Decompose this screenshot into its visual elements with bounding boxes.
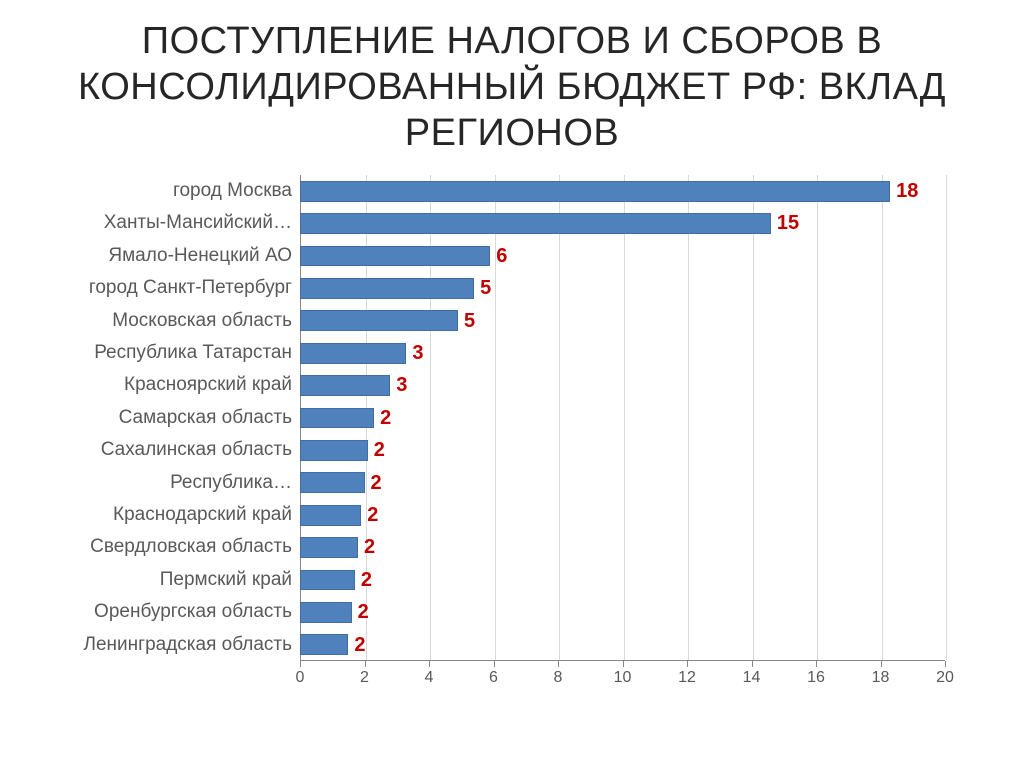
x-tick-label: 12 [678,669,696,687]
bar-row: Республика Татарстан 3 [0,337,1024,369]
category-label: Сахалинская область [2,434,292,466]
bar [300,408,374,429]
value-label: 5 [480,272,491,304]
x-tick-label: 6 [489,669,498,687]
bar-row: Московская область 5 [0,305,1024,337]
bar [300,375,390,396]
bar-row: Краснодарский край 2 [0,499,1024,531]
x-tick-mark [300,661,301,667]
category-label: Красноярский край [2,369,292,401]
bar [300,570,355,591]
bar-row: Сахалинская область 2 [0,434,1024,466]
x-tick-mark [687,661,688,667]
x-tick-label: 10 [614,669,632,687]
value-label: 3 [396,369,407,401]
value-label: 2 [371,467,382,499]
x-tick-label: 18 [872,669,890,687]
category-label: Оренбургская область [2,596,292,628]
category-label: Пермский край [2,564,292,596]
bar [300,181,890,202]
chart-title: ПОСТУПЛЕНИЕ НАЛОГОВ И СБОРОВ В КОНСОЛИДИ… [0,0,1024,162]
bar-chart: 02468101214161820 город Москва18Ханты-Ма… [0,165,1024,745]
bar-row: Красноярский край 3 [0,369,1024,401]
bar-row: Ленинградская область 2 [0,629,1024,661]
value-label: 18 [896,175,918,207]
bar [300,310,458,331]
bar-row: Оренбургская область 2 [0,596,1024,628]
category-label: Краснодарский край [2,499,292,531]
category-label: Ямало-Ненецкий АО [2,240,292,272]
bar [300,246,490,267]
bar-row: Республика… 2 [0,467,1024,499]
category-label: город Москва [2,175,292,207]
value-label: 2 [374,434,385,466]
category-label: Ханты-Мансийский… [2,207,292,239]
category-label: Республика… [2,467,292,499]
x-tick-mark [429,661,430,667]
x-tick-label: 14 [743,669,761,687]
category-label: Свердловская область [2,531,292,563]
value-label: 3 [412,337,423,369]
x-tick-mark [365,661,366,667]
bar [300,213,771,234]
category-label: Республика Татарстан [2,337,292,369]
x-tick-label: 0 [296,669,305,687]
value-label: 2 [358,596,369,628]
bar-row: Самарская область 2 [0,402,1024,434]
bar [300,278,474,299]
bar [300,537,358,558]
value-label: 2 [361,564,372,596]
x-tick-mark [558,661,559,667]
bar-row: город Санкт-Петербург 5 [0,272,1024,304]
bar-row: Пермский край 2 [0,564,1024,596]
category-label: Московская область [2,305,292,337]
bar [300,343,406,364]
value-label: 6 [496,240,507,272]
x-tick-mark [881,661,882,667]
bar-row: город Москва 18 [0,175,1024,207]
x-tick-label: 16 [807,669,825,687]
bar [300,505,361,526]
x-tick-mark [816,661,817,667]
bar [300,634,348,655]
bar [300,472,365,493]
category-label: город Санкт-Петербург [2,272,292,304]
bar [300,602,352,623]
x-tick-label: 20 [936,669,954,687]
x-tick-label: 2 [360,669,369,687]
value-label: 2 [380,402,391,434]
x-tick-mark [752,661,753,667]
value-label: 2 [354,629,365,661]
value-label: 2 [364,531,375,563]
x-tick-label: 4 [425,669,434,687]
x-tick-mark [494,661,495,667]
value-label: 2 [367,499,378,531]
slide: ПОСТУПЛЕНИЕ НАЛОГОВ И СБОРОВ В КОНСОЛИДИ… [0,0,1024,767]
bar [300,440,368,461]
bar-row: Ямало-Ненецкий АО 6 [0,240,1024,272]
x-tick-mark [945,661,946,667]
x-tick-label: 8 [554,669,563,687]
bar-row: Свердловская область 2 [0,531,1024,563]
value-label: 15 [777,207,799,239]
x-tick-mark [623,661,624,667]
value-label: 5 [464,305,475,337]
bar-row: Ханты-Мансийский… 15 [0,207,1024,239]
category-label: Ленинградская область [2,629,292,661]
category-label: Самарская область [2,402,292,434]
